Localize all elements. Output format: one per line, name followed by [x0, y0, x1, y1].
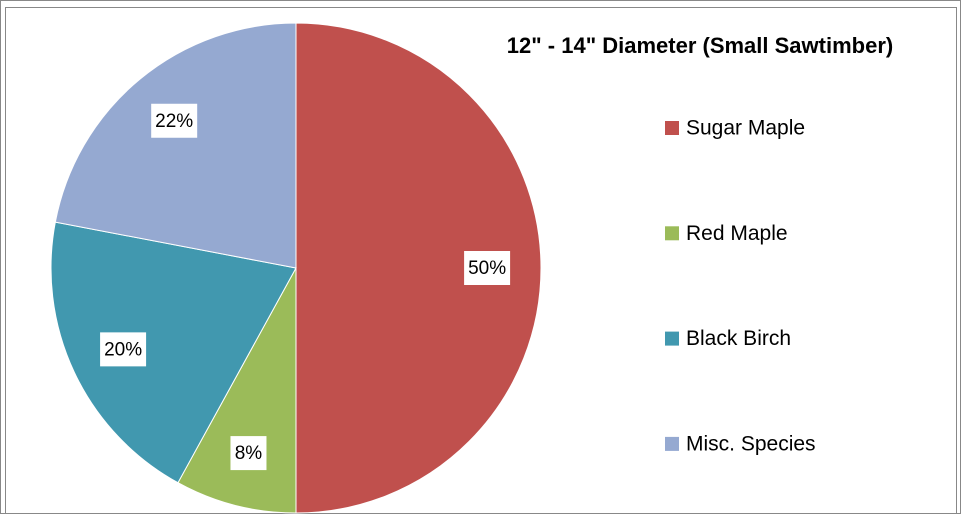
- data-label-box: [100, 332, 147, 367]
- pie-slice: [177, 267, 297, 514]
- data-label-box: [230, 436, 267, 471]
- pie-slice: [54, 22, 297, 269]
- data-label: 50%: [468, 258, 506, 279]
- legend-label: Black Birch: [686, 327, 791, 350]
- data-label: 22%: [155, 111, 193, 132]
- legend-label: Sugar Maple: [686, 117, 805, 140]
- legend-swatch: [665, 331, 679, 346]
- data-label: 20%: [104, 339, 142, 360]
- legend-swatch: [665, 121, 679, 135]
- legend-swatch: [665, 436, 679, 451]
- chart-title: 12" - 14" Diameter (Small Sawtimber): [507, 33, 893, 58]
- legend-swatch: [665, 226, 679, 241]
- data-label-box: [151, 103, 198, 138]
- legend-label: Misc. Species: [686, 432, 816, 455]
- legend-label: Red Maple: [686, 222, 788, 245]
- data-label: 8%: [235, 443, 263, 464]
- pie-slice: [50, 221, 297, 484]
- data-label-box: [464, 251, 511, 285]
- pie-slice: [295, 22, 542, 514]
